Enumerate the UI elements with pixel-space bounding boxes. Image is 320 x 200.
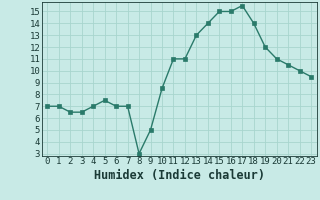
- X-axis label: Humidex (Indice chaleur): Humidex (Indice chaleur): [94, 169, 265, 182]
